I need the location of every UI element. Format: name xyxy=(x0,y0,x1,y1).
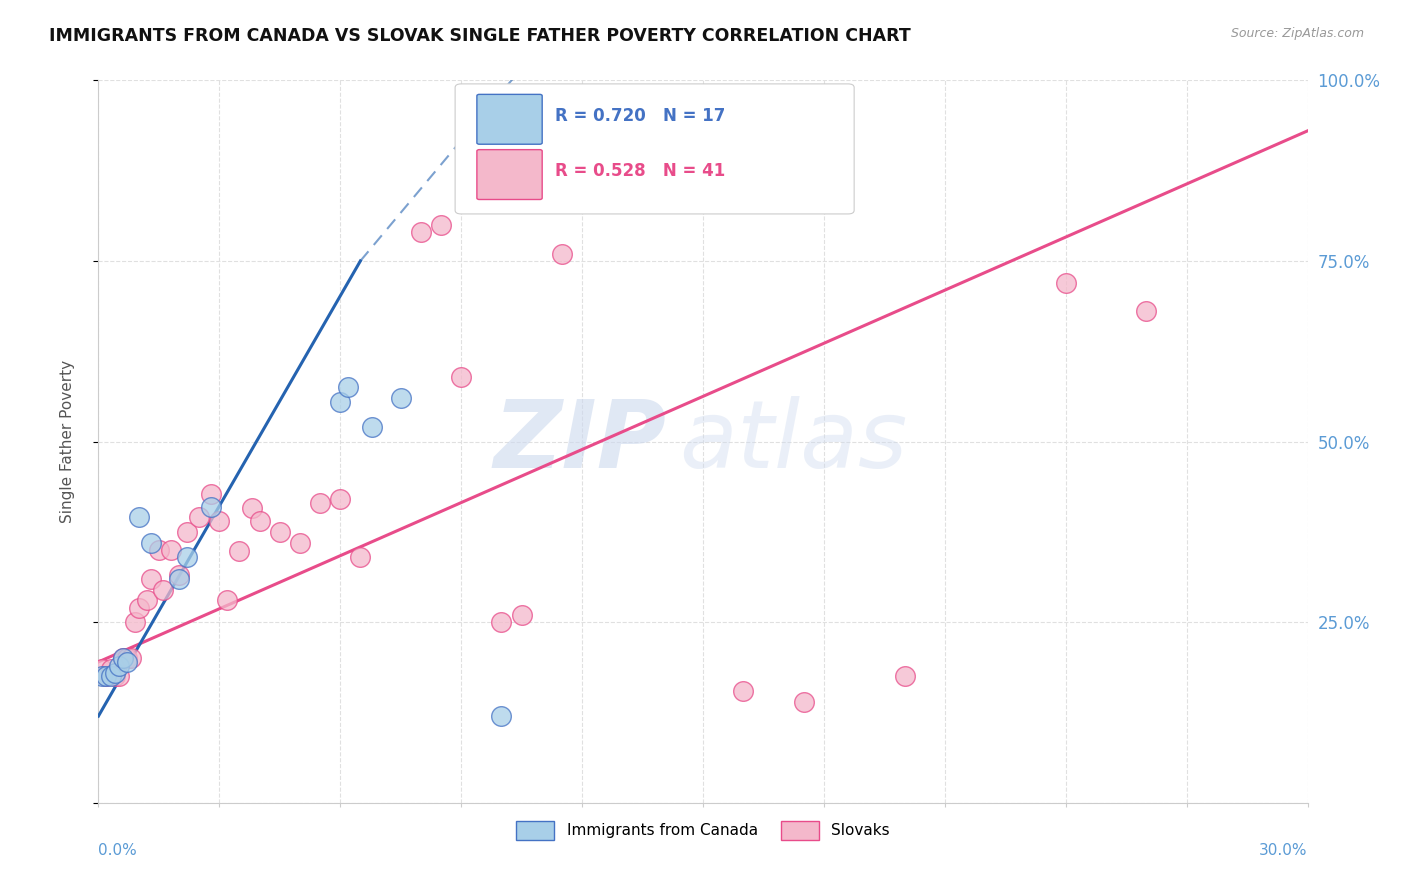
Point xyxy=(111,651,134,665)
Point xyxy=(115,655,138,669)
Point xyxy=(124,615,146,630)
Point xyxy=(200,500,222,514)
Point xyxy=(128,600,150,615)
Point xyxy=(893,669,915,683)
Point xyxy=(1054,276,1077,290)
Point xyxy=(309,496,332,510)
Point xyxy=(100,662,122,676)
Point xyxy=(139,535,162,549)
Point xyxy=(152,582,174,597)
Point xyxy=(430,218,453,232)
Text: ZIP: ZIP xyxy=(494,395,666,488)
Point xyxy=(329,394,352,409)
Point xyxy=(135,593,157,607)
Text: Source: ZipAtlas.com: Source: ZipAtlas.com xyxy=(1230,27,1364,40)
Point xyxy=(249,514,271,528)
Point xyxy=(409,225,432,239)
Point xyxy=(107,669,129,683)
Point xyxy=(148,542,170,557)
Point xyxy=(167,568,190,582)
Point xyxy=(337,380,360,394)
Point xyxy=(269,524,291,539)
Text: atlas: atlas xyxy=(679,396,907,487)
Point xyxy=(361,420,384,434)
Text: IMMIGRANTS FROM CANADA VS SLOVAK SINGLE FATHER POVERTY CORRELATION CHART: IMMIGRANTS FROM CANADA VS SLOVAK SINGLE … xyxy=(49,27,911,45)
Point xyxy=(1135,304,1157,318)
Point xyxy=(217,593,239,607)
Point xyxy=(111,651,134,665)
FancyBboxPatch shape xyxy=(477,95,543,145)
Point xyxy=(551,246,574,260)
Point xyxy=(389,391,412,405)
Point xyxy=(240,501,263,516)
Point xyxy=(139,572,162,586)
Point xyxy=(491,709,513,723)
Text: 30.0%: 30.0% xyxy=(1260,843,1308,857)
Point xyxy=(288,535,311,549)
Point xyxy=(349,550,371,565)
Point xyxy=(100,669,122,683)
Point xyxy=(176,524,198,539)
Point xyxy=(120,651,142,665)
Text: 0.0%: 0.0% xyxy=(98,843,138,857)
Point xyxy=(450,369,472,384)
FancyBboxPatch shape xyxy=(477,150,543,200)
Point xyxy=(208,514,231,528)
Point xyxy=(200,486,222,500)
Point xyxy=(107,658,129,673)
Point xyxy=(91,669,114,683)
Point xyxy=(188,510,211,524)
Point xyxy=(228,544,250,558)
Point xyxy=(167,572,190,586)
Point xyxy=(160,542,183,557)
Point xyxy=(491,615,513,630)
Point xyxy=(733,683,755,698)
Point xyxy=(793,695,815,709)
FancyBboxPatch shape xyxy=(456,84,855,214)
Point xyxy=(103,669,125,683)
Point xyxy=(96,669,118,683)
Point xyxy=(103,665,125,680)
Text: R = 0.720   N = 17: R = 0.720 N = 17 xyxy=(555,107,725,125)
Text: R = 0.528   N = 41: R = 0.528 N = 41 xyxy=(555,162,725,180)
Point xyxy=(96,669,118,683)
Point xyxy=(510,607,533,622)
Point xyxy=(91,662,114,676)
Point xyxy=(115,651,138,665)
Y-axis label: Single Father Poverty: Single Father Poverty xyxy=(60,360,75,523)
Point xyxy=(176,550,198,565)
Point xyxy=(329,492,352,507)
Point xyxy=(128,510,150,524)
Legend: Immigrants from Canada, Slovaks: Immigrants from Canada, Slovaks xyxy=(510,815,896,846)
Point xyxy=(651,189,673,203)
